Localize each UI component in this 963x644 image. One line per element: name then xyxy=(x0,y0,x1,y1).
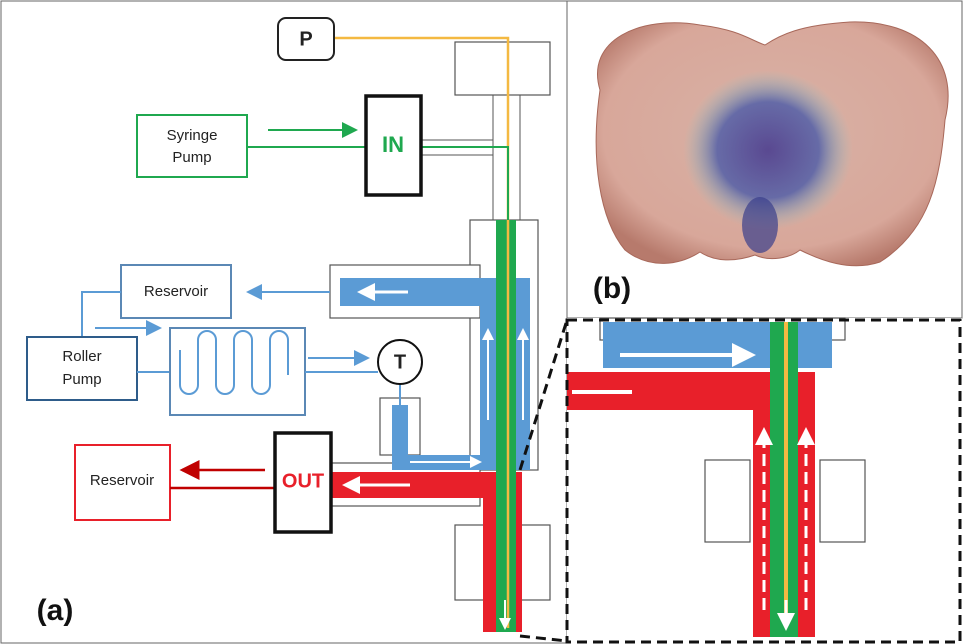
syringe-pump xyxy=(137,115,247,177)
roller-label: Roller xyxy=(62,348,101,365)
reservoir-label: Reservoir xyxy=(90,472,154,489)
heat-exchanger xyxy=(170,328,305,415)
panel-b: (b) xyxy=(567,1,962,318)
roller-pump xyxy=(27,337,137,400)
panel-label: (b) xyxy=(593,272,631,305)
fitting xyxy=(455,42,550,95)
temperature-label: T xyxy=(394,351,406,373)
outlet-label: OUT xyxy=(282,470,324,492)
fitting xyxy=(705,460,750,542)
inlet-label: IN xyxy=(382,132,404,157)
dye xyxy=(742,197,778,253)
reservoir-label: Reservoir xyxy=(144,283,208,300)
panel-label: (a) xyxy=(37,594,74,627)
panel-c xyxy=(520,318,962,643)
fitting xyxy=(820,460,865,542)
roller-label: Pump xyxy=(62,371,101,388)
pressure-label: P xyxy=(299,28,312,50)
syringe-label: Pump xyxy=(172,149,211,166)
syringe-label: Syringe xyxy=(167,127,218,144)
inlet-needle xyxy=(496,220,516,632)
panel-a: P Syringe Pump IN Reservoir Roller Pump … xyxy=(1,1,567,643)
diagram: P Syringe Pump IN Reservoir Roller Pump … xyxy=(0,0,963,644)
